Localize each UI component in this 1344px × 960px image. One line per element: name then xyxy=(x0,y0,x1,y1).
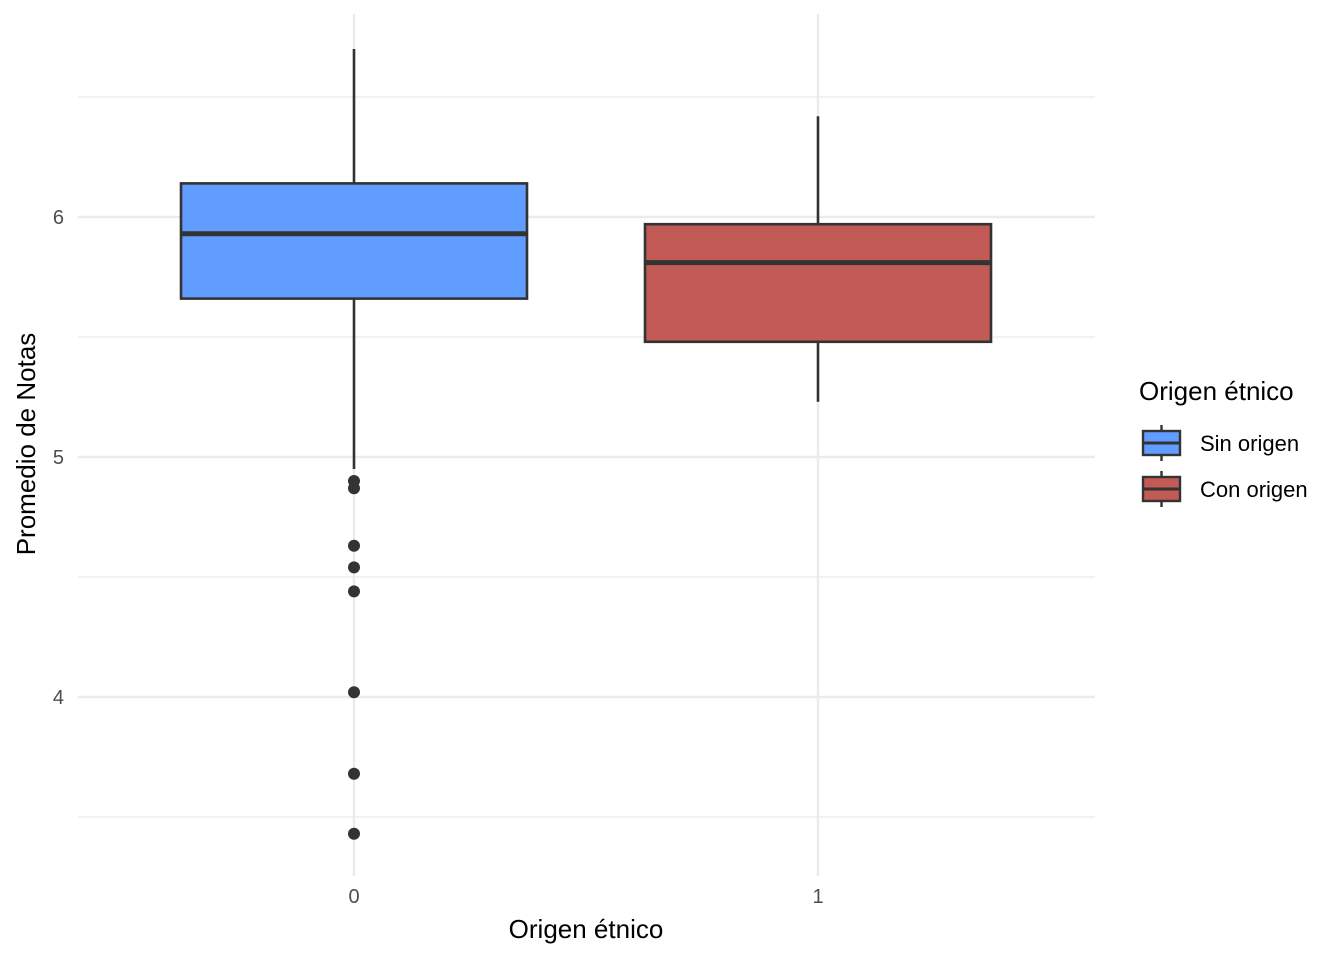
legend-title: Origen étnico xyxy=(1139,376,1294,406)
y-tick-label: 6 xyxy=(53,207,64,229)
y-tick-label: 4 xyxy=(53,687,64,709)
box-1 xyxy=(643,116,993,402)
x-axis-title: Origen étnico xyxy=(509,914,664,944)
legend-label: Sin origen xyxy=(1200,431,1299,456)
legend-label: Con origen xyxy=(1200,477,1308,502)
boxplot-series xyxy=(179,49,993,840)
outlier-point xyxy=(348,585,360,598)
y-axis-title: Promedio de Notas xyxy=(11,333,41,556)
x-tick-label: 1 xyxy=(812,886,823,908)
outlier-point xyxy=(348,767,360,780)
y-axis-ticks: 4 5 6 xyxy=(53,207,64,709)
legend-item-1: Con origen xyxy=(1141,471,1308,507)
box-0 xyxy=(179,49,529,840)
iqr-box xyxy=(643,222,993,344)
legend: Origen étnico Sin origen Con origen xyxy=(1139,376,1308,507)
outlier-point xyxy=(348,482,360,495)
outlier-point xyxy=(348,686,360,699)
outlier-point xyxy=(348,561,360,574)
x-tick-label: 0 xyxy=(348,886,359,908)
y-tick-label: 5 xyxy=(53,447,64,469)
outlier-point xyxy=(348,827,360,840)
iqr-box xyxy=(179,182,529,300)
legend-item-0: Sin origen xyxy=(1141,425,1299,461)
outlier-point xyxy=(348,539,360,552)
